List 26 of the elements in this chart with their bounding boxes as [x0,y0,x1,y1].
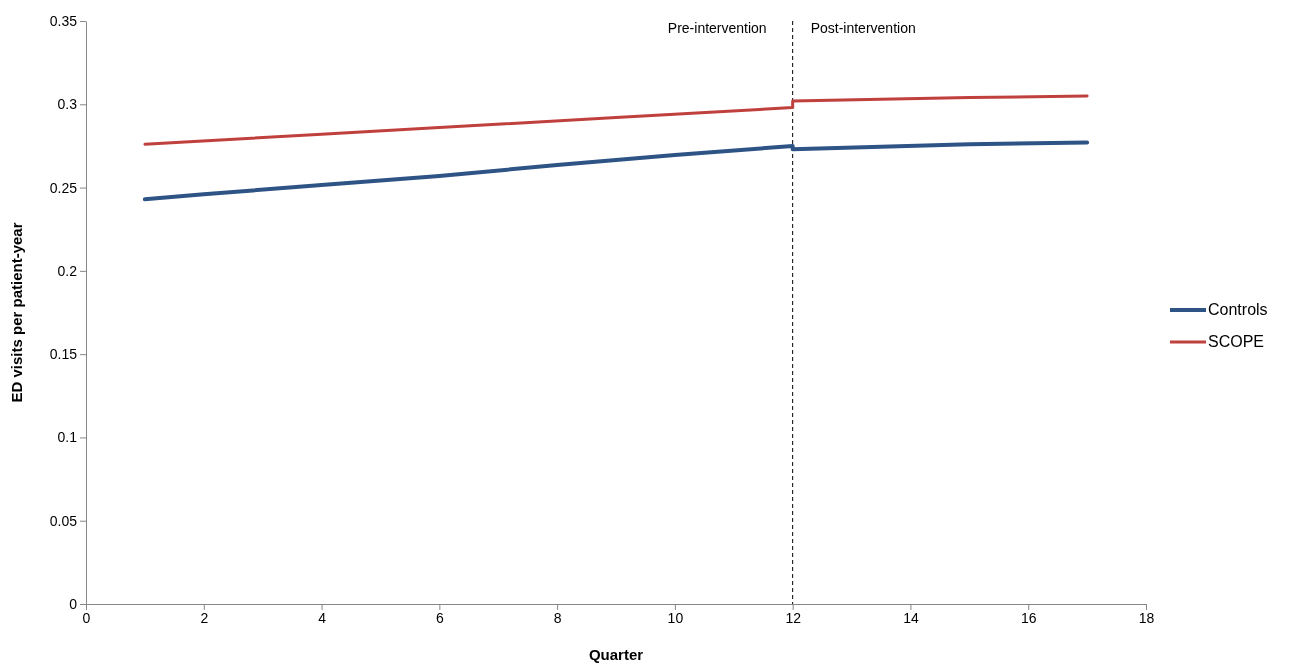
y-tick-label: 0 [69,595,78,612]
x-axis-title: Quarter [588,646,644,663]
y-tick-label: 0.15 [49,346,78,363]
x-tick-label: 12 [785,609,802,626]
annotation: Pre-intervention [667,19,767,36]
y-tick-label: 0.05 [49,512,78,529]
line-series [143,94,1089,146]
annotation: Post-intervention [810,19,916,36]
x-tick-label: 6 [435,609,444,626]
x-tick-label: 18 [1138,609,1155,626]
legend-label: Controls [1208,301,1268,318]
x-tick-label: 10 [667,609,684,626]
x-tick-label: 16 [1020,609,1037,626]
y-tick-label: 0.3 [57,96,78,113]
x-tick-label: 0 [82,609,91,626]
y-tick-label: 0.35 [49,12,78,29]
y-tick-label: 0.2 [57,262,78,279]
line-series [142,140,1090,202]
x-tick-label: 4 [318,609,327,626]
x-tick-label: 14 [903,609,919,626]
x-tick-label: 8 [553,609,562,626]
y-tick-label: 0.1 [57,429,78,446]
y-axis-title: ED visits per patient-year [8,222,25,403]
legend-label: SCOPE [1208,333,1265,350]
x-tick-label: 2 [200,609,209,626]
y-tick-label: 0.25 [49,179,78,196]
